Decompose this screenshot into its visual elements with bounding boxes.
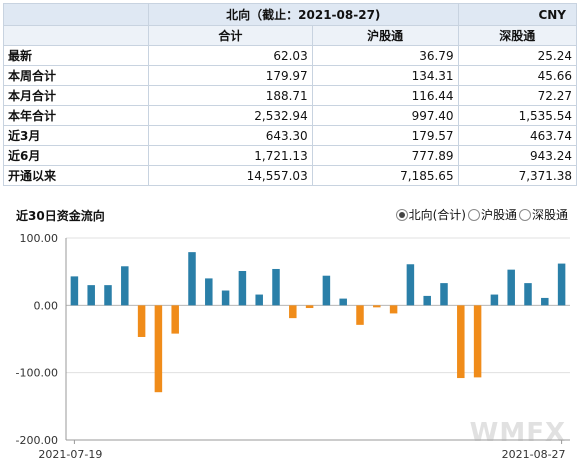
bar (171, 305, 179, 334)
radio-selected-icon[interactable] (395, 208, 408, 221)
option-label: 深股通 (531, 208, 568, 222)
bar (507, 269, 515, 306)
bar (121, 266, 129, 306)
bar (104, 285, 112, 306)
cell-total: 1,721.13 (148, 145, 313, 166)
cell-shanghai: 997.40 (311, 105, 459, 126)
option-label: 沪股通 (480, 208, 517, 222)
header-shanghai-connect: 沪股通 (311, 25, 459, 46)
y-tick-label: -200.00 (16, 434, 58, 447)
currency-label: CNY (457, 3, 578, 26)
bar (221, 290, 230, 306)
bar (356, 305, 364, 325)
row-label: 最新 (3, 45, 149, 66)
table-row: 本月合计 188.71 116.44 72.27 (3, 85, 578, 106)
bar (272, 268, 280, 306)
option-shenzhen-connect[interactable]: 深股通 (518, 206, 568, 223)
cell-shenzhen: 45.66 (457, 65, 578, 86)
cell-shenzhen: 72.27 (457, 85, 578, 106)
bar (305, 305, 314, 309)
bar (154, 305, 163, 393)
bar (557, 263, 566, 306)
option-shanghai-connect[interactable]: 沪股通 (467, 206, 517, 223)
bar (473, 305, 482, 378)
row-label: 本周合计 (3, 65, 149, 86)
bar (373, 305, 381, 308)
y-tick-label: 100.00 (20, 232, 59, 245)
cell-shenzhen: 1,535.54 (457, 105, 578, 126)
header-total: 合计 (148, 25, 313, 46)
bar (406, 264, 415, 306)
bar (423, 295, 431, 306)
cell-total: 188.71 (148, 85, 313, 106)
option-label: 北向(合计) (408, 208, 466, 222)
bar (541, 297, 549, 306)
table-row: 最新 62.03 36.79 25.24 (3, 45, 578, 66)
table-header-row: 合计 沪股通 深股通 (3, 25, 578, 46)
watermark-logo: WMFX (469, 418, 566, 448)
x-tick-label-start: 2021-07-19 (38, 448, 102, 461)
table-row: 开通以来 14,557.03 7,185.65 7,371.38 (3, 165, 578, 186)
bar (524, 283, 532, 306)
cell-shanghai: 36.79 (311, 45, 459, 66)
cell-shanghai: 179.57 (311, 125, 459, 146)
y-tick-label: -100.00 (16, 367, 58, 380)
northbound-summary-table: 北向（截止：2021-08-27) CNY 合计 沪股通 深股通 最新 62.0… (3, 3, 578, 186)
cell-total: 2,532.94 (148, 105, 313, 126)
cell-shanghai: 116.44 (311, 85, 459, 106)
cell-shenzhen: 943.24 (457, 145, 578, 166)
bar (322, 275, 331, 306)
table-row: 本周合计 179.97 134.31 45.66 (3, 65, 578, 86)
cell-total: 62.03 (148, 45, 313, 66)
bar (440, 283, 448, 306)
row-label: 开通以来 (3, 165, 149, 186)
chart-title: 近30日资金流向 (16, 209, 105, 223)
bar (339, 298, 347, 306)
bar (255, 294, 263, 306)
cell-shanghai: 134.31 (311, 65, 459, 86)
table-title-row: 北向（截止：2021-08-27) CNY (3, 3, 578, 26)
table-row: 本年合计 2,532.94 997.40 1,535.54 (3, 105, 578, 126)
y-tick-label: 0.00 (34, 299, 59, 312)
table-row: 近6月 1,721.13 777.89 943.24 (3, 145, 578, 166)
header-shenzhen-connect: 深股通 (457, 25, 578, 46)
cell-total: 14,557.03 (148, 165, 313, 186)
bar (389, 305, 398, 314)
bar (457, 305, 465, 379)
x-tick-label-end: 2021-08-27 (502, 448, 566, 461)
option-northbound-total[interactable]: 北向(合计) (395, 206, 466, 223)
cell-total: 179.97 (148, 65, 313, 86)
bar (87, 285, 95, 306)
bar (490, 294, 499, 306)
bar (289, 305, 297, 319)
bar (137, 305, 146, 337)
cell-shanghai: 777.89 (311, 145, 459, 166)
bar (70, 276, 79, 306)
cell-shanghai: 7,185.65 (311, 165, 459, 186)
cell-shenzhen: 7,371.38 (457, 165, 578, 186)
bar (205, 278, 213, 306)
row-label: 本月合计 (3, 85, 149, 106)
cell-shenzhen: 463.74 (457, 125, 578, 146)
bar (238, 270, 247, 306)
radio-icon[interactable] (467, 208, 480, 221)
row-label: 本年合计 (3, 105, 149, 126)
table-row: 近3月 643.30 179.57 463.74 (3, 125, 578, 146)
bar (188, 252, 196, 306)
cell-total: 643.30 (148, 125, 313, 146)
row-label: 近6月 (3, 145, 149, 166)
series-selector: 北向(合计) 沪股通 深股通 (395, 206, 568, 223)
cell-shenzhen: 25.24 (457, 45, 578, 66)
table-title: 北向（截止：2021-08-27) (148, 3, 459, 26)
radio-icon[interactable] (518, 208, 531, 221)
row-label: 近3月 (3, 125, 149, 146)
